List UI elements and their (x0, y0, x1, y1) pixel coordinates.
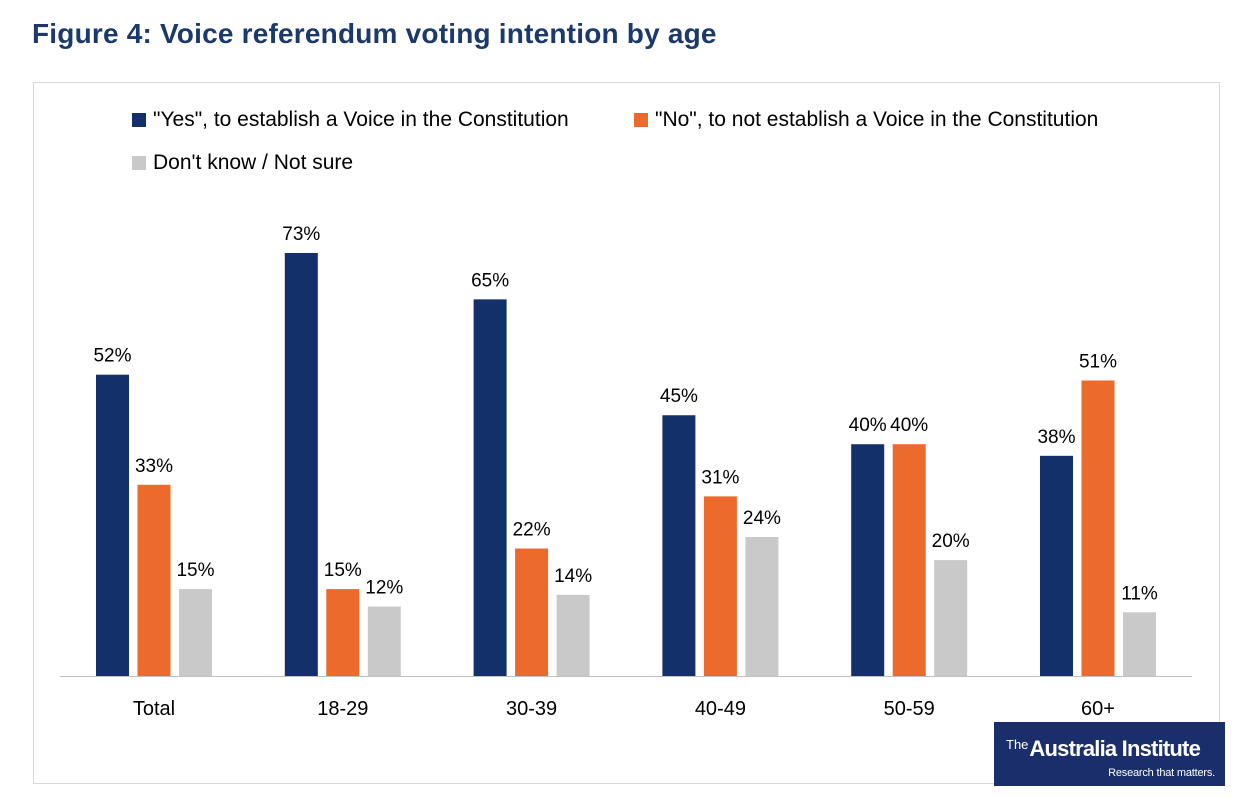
data-label-dont-know-60+: 11% (1121, 583, 1158, 604)
data-label-yes-Total: 52% (93, 346, 131, 367)
bar-dont-know-18-29 (367, 606, 401, 676)
data-label-dont-know-18-29: 12% (365, 577, 403, 598)
bar-dont-know-Total (179, 589, 212, 676)
data-label-no-30-39: 22% (513, 520, 551, 541)
legend-item-yes: "Yes", to establish a Voice in the Const… (132, 108, 569, 132)
data-label-no-60+: 51% (1079, 351, 1117, 372)
logo-wordmark: TheAustralia Institute (1006, 736, 1201, 762)
data-label-no-18-29: 15% (324, 560, 362, 581)
legend-swatch-dont-know (132, 156, 146, 170)
x-tick-label-50-59: 50-59 (884, 698, 935, 720)
legend-label-no: "No", to not establish a Voice in the Co… (655, 108, 1099, 131)
legend-swatch-yes (132, 113, 146, 127)
logo-name: Australia Institute (1029, 736, 1201, 761)
bar-yes-30-39 (473, 299, 507, 676)
x-tick-label-Total: Total (133, 698, 175, 720)
data-label-yes-50-59: 40% (849, 415, 887, 436)
legend-label-yes: "Yes", to establish a Voice in the Const… (153, 108, 569, 131)
x-tick-label-40-49: 40-49 (695, 698, 746, 720)
bar-yes-50-59 (851, 444, 885, 676)
legend-item-no: "No", to not establish a Voice in the Co… (634, 108, 1098, 132)
bar-no-Total (137, 484, 171, 676)
logo-prefix: The (1006, 737, 1029, 752)
bar-no-18-29 (326, 589, 360, 676)
data-label-yes-40-49: 45% (660, 386, 698, 407)
legend-label-dont-know: Don't know / Not sure (153, 151, 354, 174)
bar-no-40-49 (703, 496, 737, 676)
x-tick-label-60+: 60+ (1081, 698, 1115, 720)
bar-yes-Total (96, 374, 129, 676)
data-label-yes-60+: 38% (1037, 427, 1075, 448)
x-tick-label-18-29: 18-29 (317, 698, 368, 720)
chart-frame (33, 82, 1220, 784)
bar-dont-know-30-39 (556, 594, 590, 676)
data-label-dont-know-40-49: 24% (743, 508, 781, 529)
bar-yes-40-49 (662, 415, 696, 676)
legend-swatch-no (634, 113, 648, 127)
australia-institute-logo: TheAustralia Institute Research that mat… (994, 722, 1225, 786)
data-label-no-Total: 33% (135, 456, 173, 477)
bar-dont-know-40-49 (745, 536, 779, 676)
bar-dont-know-50-59 (934, 560, 968, 676)
data-label-no-50-59: 40% (890, 415, 928, 436)
data-label-yes-30-39: 65% (471, 270, 509, 291)
bar-no-50-59 (892, 444, 926, 676)
bar-yes-60+ (1040, 455, 1073, 676)
data-label-dont-know-50-59: 20% (932, 531, 970, 552)
legend-item-dont-know: Don't know / Not sure (132, 151, 353, 175)
bar-no-30-39 (515, 548, 549, 676)
figure-title: Figure 4: Voice referendum voting intent… (32, 18, 717, 49)
x-tick-label-30-39: 30-39 (506, 698, 557, 720)
bar-no-60+ (1081, 380, 1115, 676)
data-label-yes-18-29: 73% (282, 224, 320, 245)
bar-dont-know-60+ (1123, 612, 1156, 676)
data-label-dont-know-Total: 15% (176, 560, 214, 581)
bar-yes-18-29 (284, 253, 318, 676)
logo-tagline: Research that matters. (1108, 767, 1215, 779)
data-label-dont-know-30-39: 14% (554, 566, 592, 587)
data-label-no-40-49: 31% (701, 467, 739, 488)
